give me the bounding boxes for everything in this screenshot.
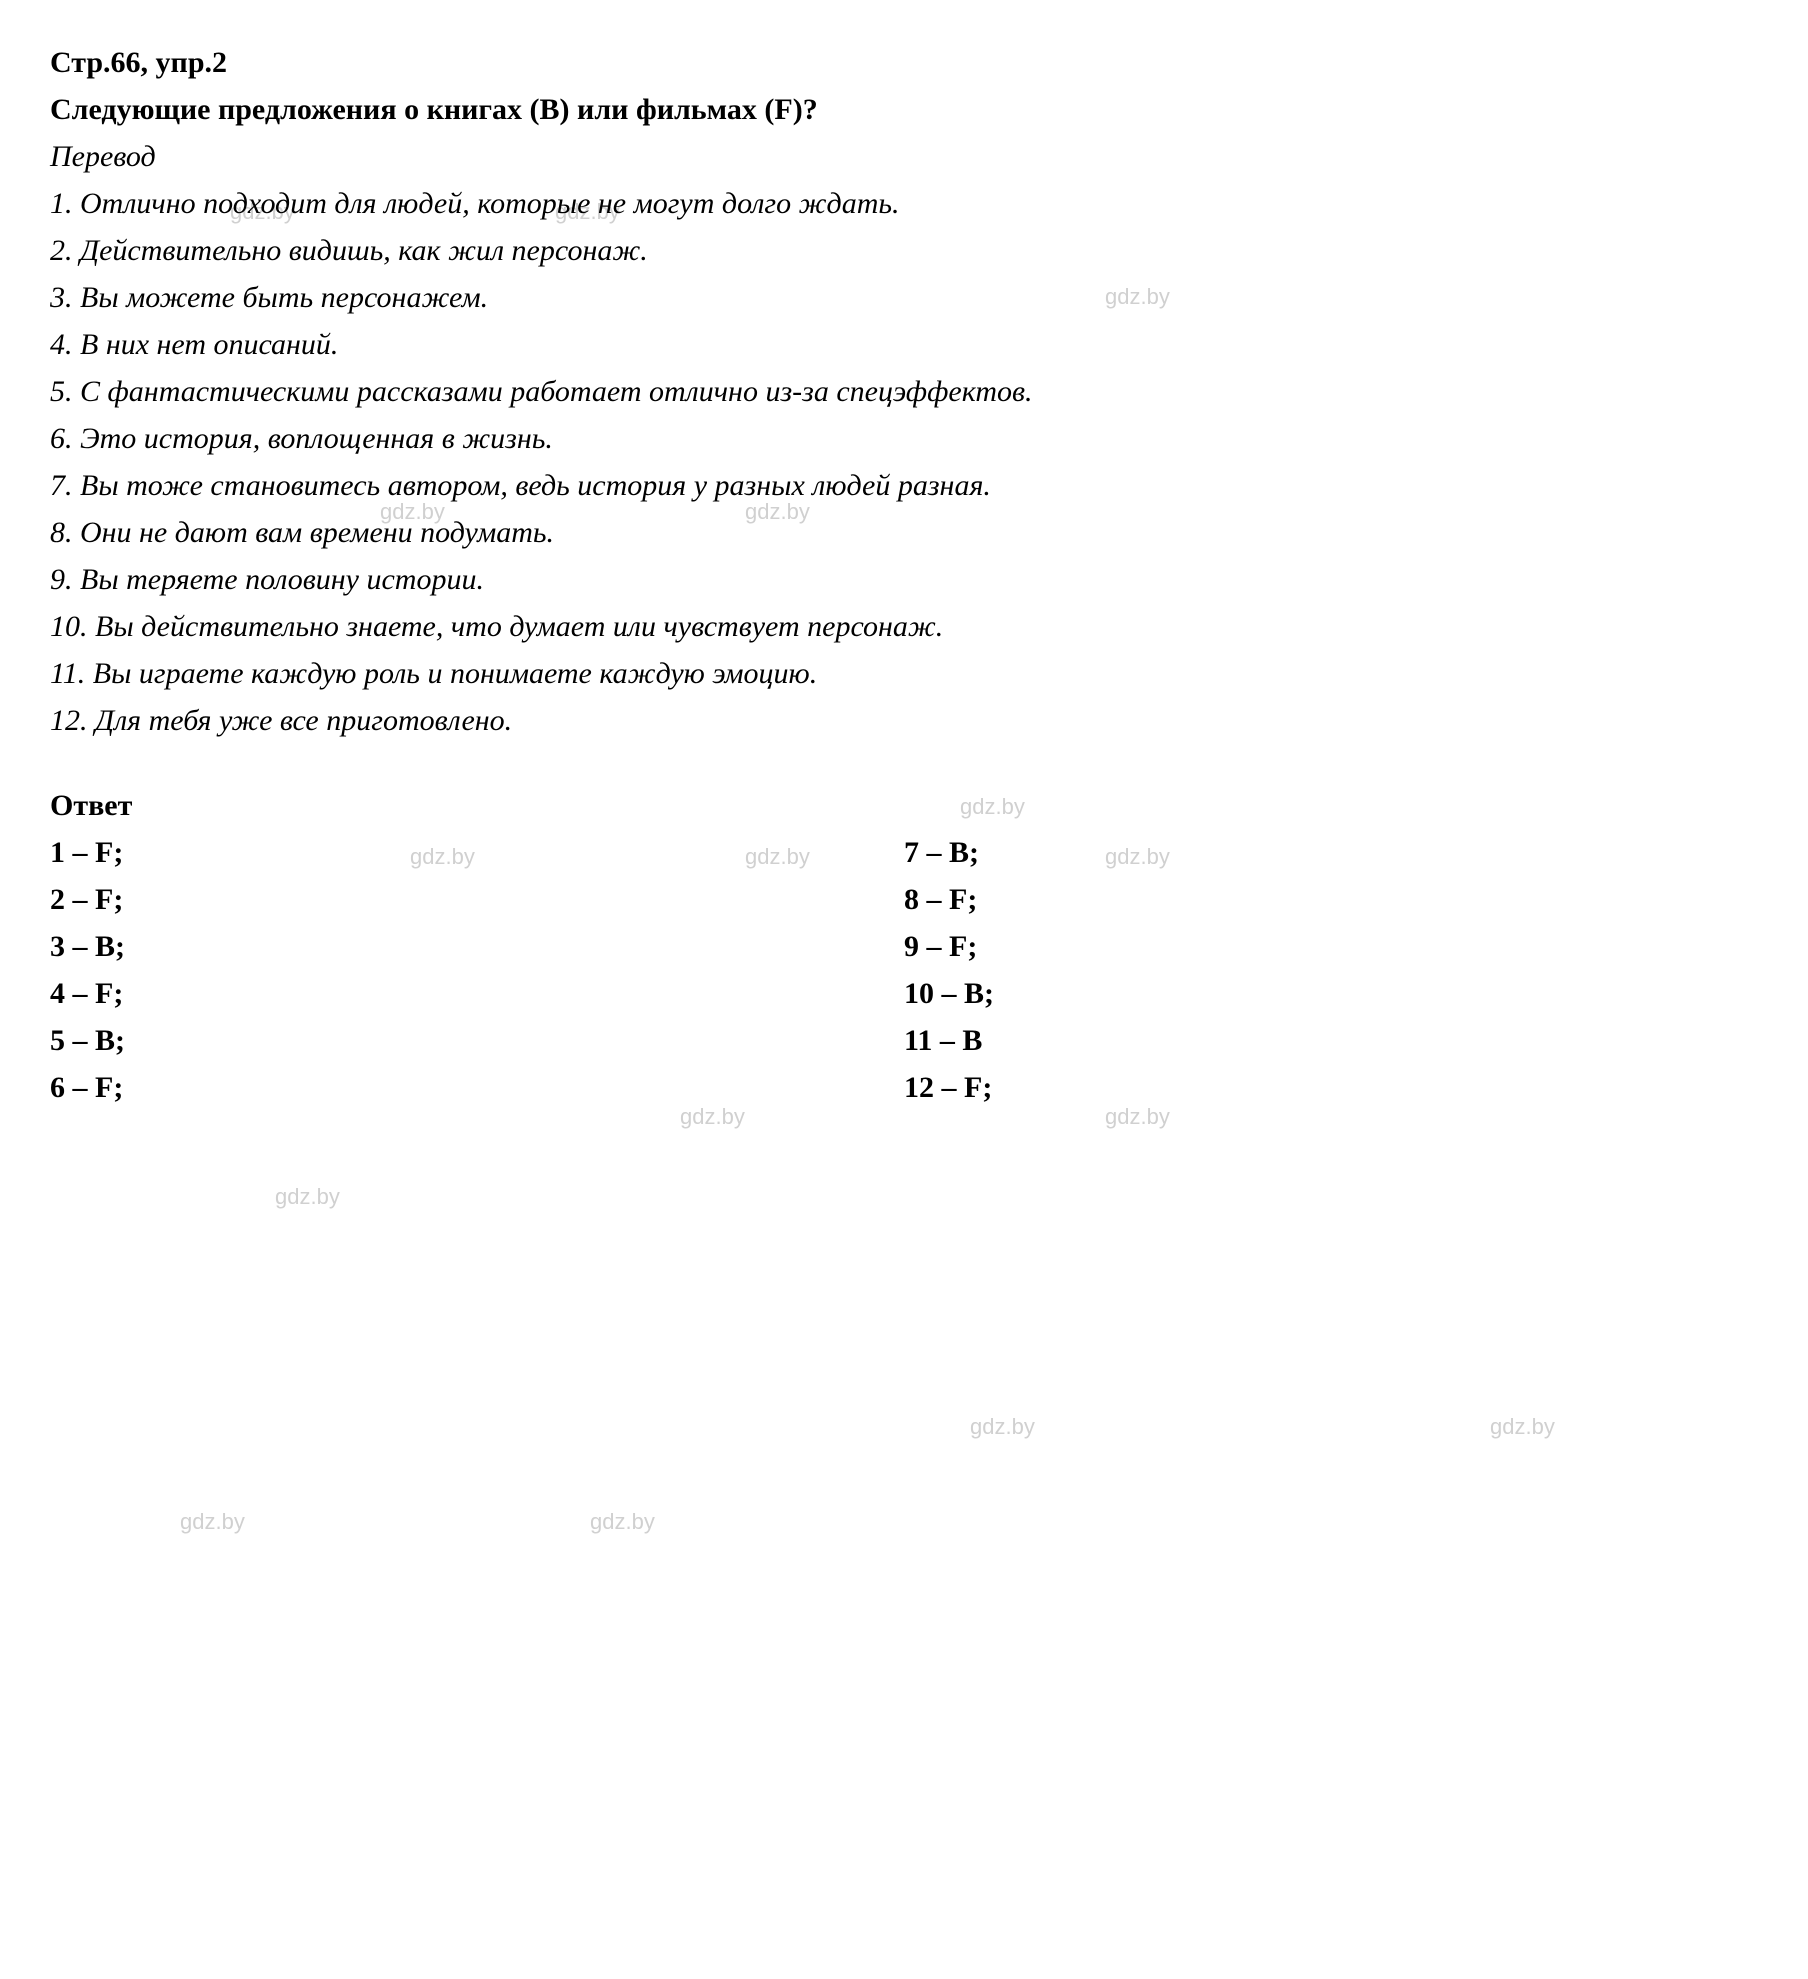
answer-item: 12 – F; [904,1065,1758,1110]
list-item: 12. Для тебя уже все приготовлено. [50,698,1758,743]
list-item: 1. Отлично подходит для людей, которые н… [50,181,1758,226]
answer-column-right: 7 – B; 8 – F; 9 – F; 10 – B; 11 – B 12 –… [904,830,1758,1112]
watermark-text: gdz.by [590,1505,655,1538]
answer-item: 9 – F; [904,924,1758,969]
list-item: 9. Вы теряете половину истории. [50,557,1758,602]
answer-item: 4 – F; [50,971,904,1016]
watermark-text: gdz.by [275,1180,340,1213]
answer-item: 10 – B; [904,971,1758,1016]
answer-item: 7 – B; [904,830,1758,875]
question-text: Следующие предложения о книгах (B) или ф… [50,87,1758,132]
list-item: 10. Вы действительно знаете, что думает … [50,604,1758,649]
answer-item: 6 – F; [50,1065,904,1110]
list-item: 2. Действительно видишь, как жил персона… [50,228,1758,273]
list-item: 5. С фантастическими рассказами работает… [50,369,1758,414]
watermark-text: gdz.by [180,1505,245,1538]
answer-item: 2 – F; [50,877,904,922]
answer-item: 3 – B; [50,924,904,969]
page-header: Стр.66, упр.2 [50,40,1758,85]
list-item: 6. Это история, воплощенная в жизнь. [50,416,1758,461]
answer-item: 5 – B; [50,1018,904,1063]
answer-columns: 1 – F; 2 – F; 3 – B; 4 – F; 5 – B; 6 – F… [50,830,1758,1112]
translation-label: Перевод [50,134,1758,179]
watermark-text: gdz.by [970,1410,1035,1443]
list-item: 11. Вы играете каждую роль и понимаете к… [50,651,1758,696]
answer-item: 1 – F; [50,830,904,875]
answer-label: Ответ [50,783,1758,828]
answer-column-left: 1 – F; 2 – F; 3 – B; 4 – F; 5 – B; 6 – F… [50,830,904,1112]
answer-item: 11 – B [904,1018,1758,1063]
list-item: 7. Вы тоже становитесь автором, ведь ист… [50,463,1758,508]
list-item: 8. Они не дают вам времени подумать. [50,510,1758,555]
list-item: 3. Вы можете быть персонажем. [50,275,1758,320]
answer-item: 8 – F; [904,877,1758,922]
list-item: 4. В них нет описаний. [50,322,1758,367]
watermark-text: gdz.by [1490,1410,1555,1443]
